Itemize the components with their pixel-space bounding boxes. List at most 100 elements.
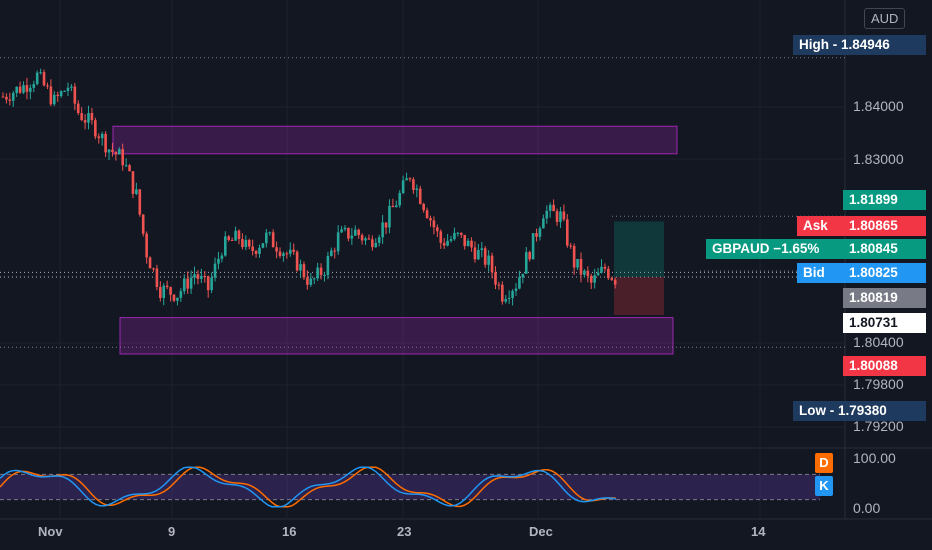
candle-body xyxy=(111,149,114,152)
candle-body xyxy=(507,298,511,300)
candle-body xyxy=(453,232,456,240)
candle-body xyxy=(104,133,107,153)
candle-body xyxy=(542,218,545,229)
candle-body xyxy=(302,264,306,278)
candle-body xyxy=(388,205,391,228)
candle-body xyxy=(172,294,176,301)
resistance-zone xyxy=(112,125,678,155)
candle-body xyxy=(234,230,237,241)
candle-body xyxy=(87,113,90,123)
candle-body xyxy=(94,120,97,137)
candle-body xyxy=(258,247,261,254)
candle-body xyxy=(340,229,343,233)
target-price-badge: 1.81899 xyxy=(843,190,926,210)
candle-body xyxy=(200,275,203,279)
candle-body xyxy=(600,266,603,273)
candle-body xyxy=(316,267,319,279)
candle-body xyxy=(275,247,278,252)
candle-body xyxy=(521,273,525,278)
candle-body xyxy=(196,274,200,279)
candle-body xyxy=(357,229,360,236)
low-marker: Low - 1.79380 xyxy=(793,401,926,421)
position-profit-zone xyxy=(614,221,664,278)
candle-body xyxy=(42,72,46,86)
low-value: 1.79380 xyxy=(838,403,887,418)
candle-body xyxy=(70,86,73,88)
candle-body xyxy=(22,85,25,93)
candle-body xyxy=(333,250,337,252)
candle-body xyxy=(589,275,593,283)
candle-body xyxy=(271,232,275,248)
candle-body xyxy=(5,96,8,100)
candle-body xyxy=(347,227,350,239)
candle-body xyxy=(247,239,251,247)
candle-body xyxy=(35,72,39,85)
symbol-change-badge: GBPAUD −1.65% xyxy=(706,239,843,259)
candle-body xyxy=(449,239,453,241)
stoch-k-legend[interactable]: K xyxy=(815,476,833,496)
candle-body xyxy=(53,94,56,105)
candle-body xyxy=(11,93,15,101)
candle-body xyxy=(610,278,614,280)
candle-body xyxy=(155,268,159,288)
candle-body xyxy=(299,264,302,271)
candle-body xyxy=(186,278,189,289)
candle-body xyxy=(552,204,555,212)
stoch-d-line xyxy=(0,466,617,508)
candle-body xyxy=(436,227,439,232)
support-zone xyxy=(119,317,674,355)
candle-body xyxy=(596,272,600,276)
candle-body xyxy=(224,236,227,256)
candle-body xyxy=(15,86,18,94)
high-value: 1.84946 xyxy=(841,37,890,52)
candle-body xyxy=(268,232,272,234)
candle-body xyxy=(141,214,145,234)
candle-body xyxy=(213,263,217,278)
candle-body xyxy=(586,270,590,276)
candle-body xyxy=(538,228,542,237)
price-tick: 1.84000 xyxy=(853,98,904,114)
currency-label[interactable]: AUD xyxy=(864,8,906,29)
candle-body xyxy=(418,188,422,204)
candle-body xyxy=(148,257,152,269)
candle-body xyxy=(374,242,378,248)
candle-body xyxy=(29,87,32,92)
candle-body xyxy=(545,210,549,219)
candle-body xyxy=(446,240,449,246)
stoch-tick: 100.00 xyxy=(853,450,896,466)
candle-body xyxy=(398,193,402,206)
candle-body xyxy=(463,234,466,247)
stoch-d-legend[interactable]: D xyxy=(815,453,833,473)
price-tick: 1.79200 xyxy=(853,418,904,434)
candle-body xyxy=(1,96,5,98)
candle-body xyxy=(364,238,367,241)
time-tick: 14 xyxy=(751,524,766,539)
stoch-k-line xyxy=(0,466,617,508)
candle-body xyxy=(336,232,340,252)
candle-body xyxy=(210,277,213,291)
candle-body xyxy=(217,258,220,264)
candle-body xyxy=(169,287,172,295)
ask-label-badge: Ask xyxy=(797,216,843,236)
candle-body xyxy=(176,297,179,301)
candle-body xyxy=(83,120,87,123)
candle-body xyxy=(128,165,131,172)
candle-body xyxy=(555,211,559,222)
candle-body xyxy=(439,231,443,243)
low-label: Low xyxy=(799,403,826,418)
time-tick: 16 xyxy=(282,524,297,539)
candle-body xyxy=(306,277,309,285)
candle-body xyxy=(18,86,22,93)
candle-body xyxy=(90,113,94,121)
candle-body xyxy=(518,277,521,289)
candle-body xyxy=(162,285,166,298)
price-a-badge: 1.80819 xyxy=(843,288,926,308)
candle-body xyxy=(367,238,371,240)
candle-body xyxy=(473,247,477,260)
high-label: High xyxy=(799,37,829,52)
candle-body xyxy=(244,239,248,248)
candle-body xyxy=(494,272,497,285)
candle-body xyxy=(189,277,193,289)
candle-body xyxy=(278,251,282,256)
